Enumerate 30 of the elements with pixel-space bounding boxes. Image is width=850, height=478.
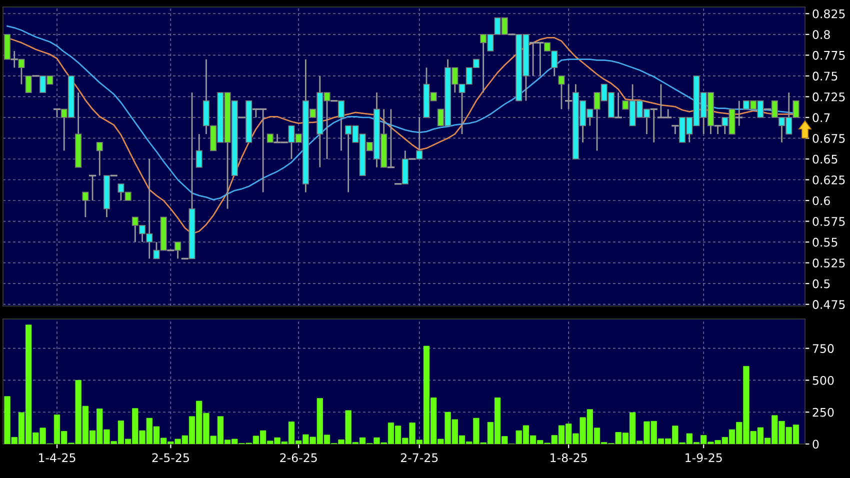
y-tick-label: 0.625: [812, 175, 845, 184]
y-tick-label: 0.6: [812, 196, 830, 206]
y-tick-label: 750: [812, 344, 834, 353]
y-tick-label: 0.575: [812, 217, 845, 226]
y-tick-label: 0.525: [812, 258, 845, 268]
y-tick-label: 0.825: [812, 9, 845, 18]
y-tick-label: 0.725: [812, 92, 845, 102]
candlestick: [82, 192, 89, 218]
x-tick-label: 2-5-25: [152, 453, 189, 462]
y-tick-label: 0.65: [812, 154, 838, 164]
x-tick-label: 2-6-25: [280, 453, 317, 462]
x-tick-label: 1-4-25: [39, 453, 76, 462]
y-tick-label: 0.55: [812, 238, 838, 247]
candlestick: [196, 133, 202, 168]
x-tick-label: 1-9-25: [686, 453, 722, 462]
y-tick-label: 250: [812, 408, 834, 417]
candlestick: [96, 142, 103, 176]
y-tick-label: 0.7: [812, 113, 830, 122]
y-tick-label: 0.675: [812, 134, 845, 143]
candlestick: [558, 75, 565, 110]
y-tick-label: 0: [812, 440, 819, 449]
x-tick-label: 2-7-25: [400, 453, 438, 462]
y-tick-label: 0.775: [812, 50, 845, 60]
y-tick-label: 0.75: [812, 72, 838, 81]
y-tick-label: 0.5: [812, 279, 830, 288]
candlestick: [25, 76, 32, 93]
y-tick-label: 0.475: [812, 300, 845, 309]
y-tick-label: 0.8: [812, 30, 830, 40]
y-tick-label: 500: [812, 376, 834, 385]
x-tick-label: 1-8-25: [550, 453, 587, 462]
